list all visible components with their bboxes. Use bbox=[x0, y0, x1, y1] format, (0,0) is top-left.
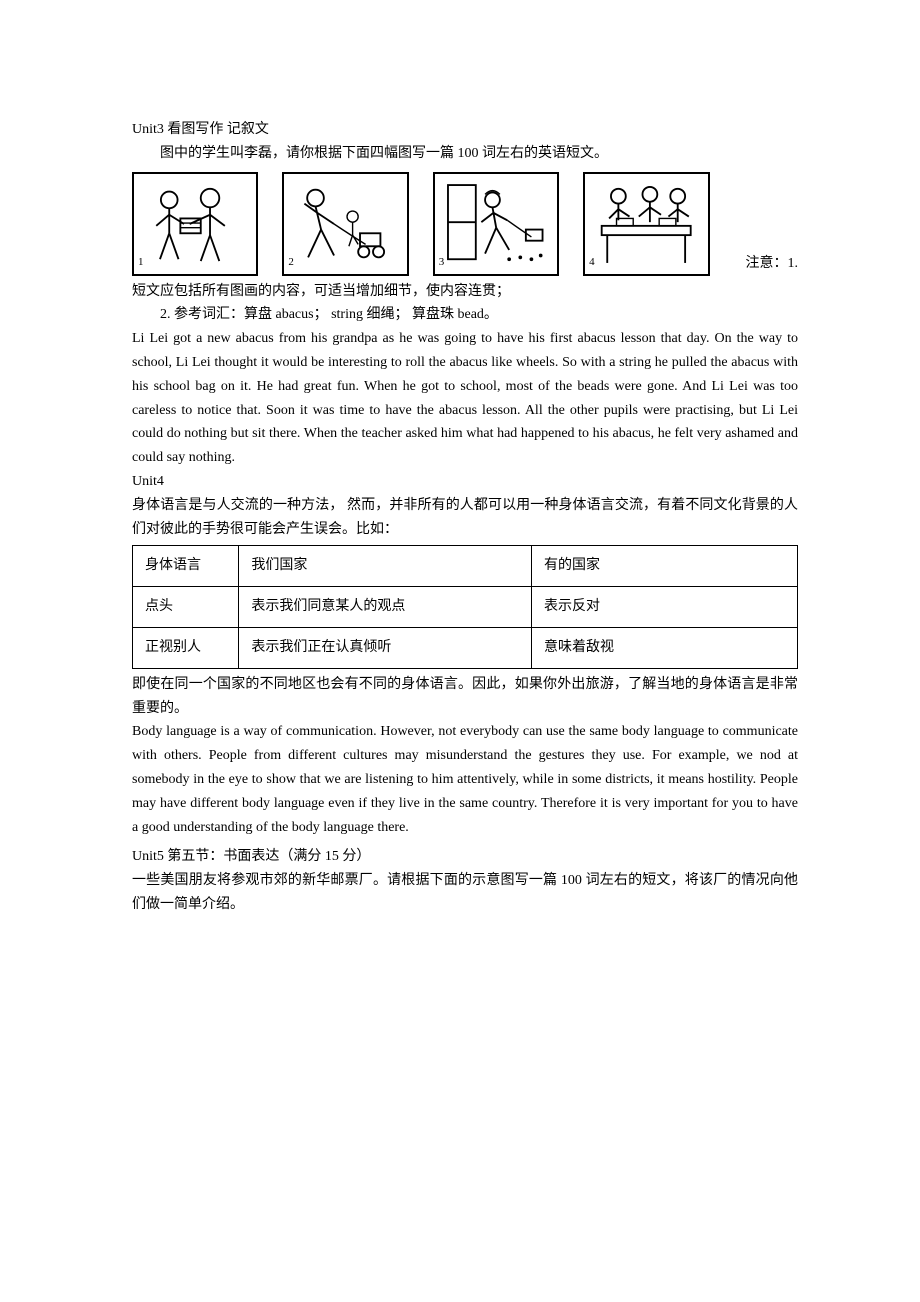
unit5-heading: Unit5 第五节：书面表达（满分 15 分） bbox=[132, 845, 798, 869]
table-cell: 表示反对 bbox=[531, 587, 797, 628]
unit4-heading: Unit4 bbox=[132, 470, 798, 494]
unit5-prompt: 一些美国朋友将参观市郊的新华邮票厂。请根据下面的示意图写一篇 100 词左右的短… bbox=[132, 869, 798, 917]
body-language-table: 身体语言 我们国家 有的国家 点头 表示我们同意某人的观点 表示反对 正视别人 … bbox=[132, 545, 798, 668]
unit3-note-line1: 短文应包括所有图画的内容，可适当增加细节，使内容连贯； bbox=[132, 280, 798, 304]
table-cell: 点头 bbox=[133, 587, 239, 628]
table-row: 点头 表示我们同意某人的观点 表示反对 bbox=[133, 587, 798, 628]
comic-panel-4: 4 bbox=[583, 172, 709, 276]
unit3-prompt: 图中的学生叫李磊，请你根据下面四幅图写一篇 100 词左右的英语短文。 bbox=[132, 142, 798, 166]
table-cell: 表示我们正在认真倾听 bbox=[239, 627, 532, 668]
unit3-note-lead: 注意：1. bbox=[746, 252, 799, 276]
document-page: Unit3 看图写作 记叙文 图中的学生叫李磊，请你根据下面四幅图写一篇 100… bbox=[0, 0, 920, 997]
unit3-essay: Li Lei got a new abacus from his grandpa… bbox=[132, 327, 798, 470]
comic-panel-4-drawing bbox=[585, 174, 707, 274]
panel-number-3: 3 bbox=[439, 253, 445, 272]
unit4-after-table: 即使在同一个国家的不同地区也会有不同的身体语言。因此，如果你外出旅游，了解当地的… bbox=[132, 673, 798, 721]
table-cell: 正视别人 bbox=[133, 627, 239, 668]
table-cell: 有的国家 bbox=[531, 546, 797, 587]
unit4-essay: Body language is a way of communication.… bbox=[132, 720, 798, 839]
panel-number-2: 2 bbox=[288, 253, 294, 272]
panel-number-4: 4 bbox=[589, 253, 595, 272]
comic-panel-2: 2 bbox=[282, 172, 408, 276]
unit3-heading: Unit3 看图写作 记叙文 bbox=[132, 118, 798, 142]
table-row: 正视别人 表示我们正在认真倾听 意味着敌视 bbox=[133, 627, 798, 668]
unit3-image-row: 1 2 bbox=[132, 172, 798, 276]
comic-panel-2-drawing bbox=[284, 174, 406, 274]
comic-panel-1: 1 bbox=[132, 172, 258, 276]
table-cell: 意味着敌视 bbox=[531, 627, 797, 668]
table-row: 身体语言 我们国家 有的国家 bbox=[133, 546, 798, 587]
unit3-note-line2: 2. 参考词汇：算盘 abacus； string 细绳； 算盘珠 bead。 bbox=[132, 303, 798, 327]
comic-panel-3-drawing bbox=[435, 174, 557, 274]
panel-number-1: 1 bbox=[138, 253, 144, 272]
comic-panel-3: 3 bbox=[433, 172, 559, 276]
table-cell: 表示我们同意某人的观点 bbox=[239, 587, 532, 628]
table-cell: 身体语言 bbox=[133, 546, 239, 587]
comic-panel-1-drawing bbox=[134, 174, 256, 274]
unit4-intro: 身体语言是与人交流的一种方法， 然而，并非所有的人都可以用一种身体语言交流，有着… bbox=[132, 494, 798, 542]
table-cell: 我们国家 bbox=[239, 546, 532, 587]
